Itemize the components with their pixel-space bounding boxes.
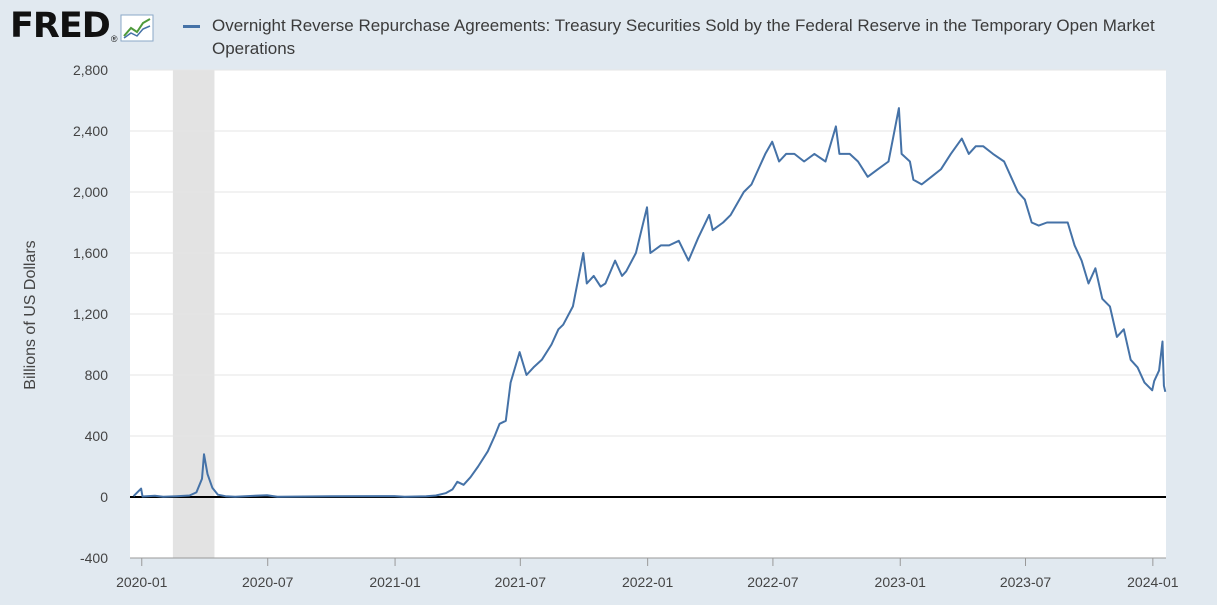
legend-series-swatch — [183, 25, 200, 28]
line-chart-icon — [120, 14, 154, 47]
y-axis-ticks: -400 0 400 800 1,200 1,600 2,000 2,400 2,800 — [73, 62, 108, 566]
y-tick-label: 1,600 — [73, 245, 108, 261]
chart-legend: Overnight Reverse Repurchase Agreements:… — [183, 14, 1193, 60]
x-tick-label: 2022-01 — [622, 574, 674, 590]
series-line[interactable] — [132, 107, 1167, 498]
logo-wordmark: FRED — [10, 6, 111, 46]
y-tick-label: 0 — [100, 489, 108, 505]
legend-series-label: Overnight Reverse Repurchase Agreements:… — [212, 16, 1155, 58]
y-tick-label: 800 — [85, 367, 109, 383]
x-tick-label: 2020-01 — [116, 574, 168, 590]
chart-header: FRED ® Overnight Reverse Repurchase Agre… — [0, 0, 1217, 66]
x-tick-label: 2023-07 — [1000, 574, 1052, 590]
x-tick-label: 2022-07 — [747, 574, 799, 590]
x-axis-ticks: 2020-01 2020-07 2021-01 2021-07 2022-01 2022-… — [116, 557, 1179, 590]
y-tick-label: 400 — [85, 428, 109, 444]
x-tick-label: 2024-01 — [1127, 574, 1179, 590]
x-tick-label: 2021-07 — [495, 574, 547, 590]
x-tick-label: 2021-01 — [369, 574, 421, 590]
y-tick-label: 2,800 — [73, 62, 108, 78]
fred-logo[interactable]: FRED ® — [10, 8, 154, 47]
y-tick-label: 2,000 — [73, 184, 108, 200]
y-tick-label: 1,200 — [73, 306, 108, 322]
y-tick-label: 2,400 — [73, 123, 108, 139]
x-tick-label: 2020-07 — [242, 574, 294, 590]
logo-registered-mark: ® — [110, 34, 118, 44]
x-tick-label: 2023-01 — [875, 574, 927, 590]
y-tick-label: -400 — [80, 550, 108, 566]
